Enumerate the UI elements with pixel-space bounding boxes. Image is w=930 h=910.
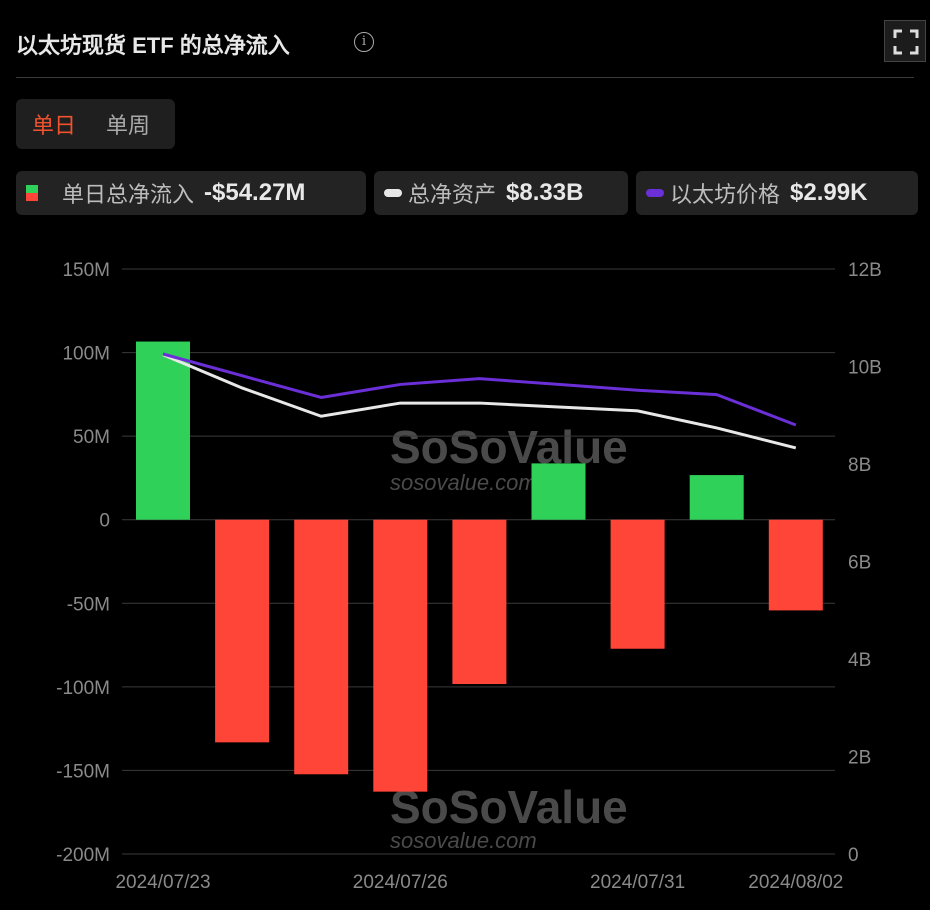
left-axis-tick: 100M [62,344,110,365]
right-axis-tick: 12B [848,260,882,281]
x-axis-tick: 2024/07/31 [590,872,685,893]
legend-net-assets[interactable]: 总净资产 $8.33B [374,171,628,215]
legend-value: $2.99K [790,179,868,206]
right-axis-tick: 4B [848,650,871,671]
period-toggle: 单日 单周 [16,99,175,149]
left-axis-tick: -50M [67,594,110,615]
x-axis-tick: 2024/07/26 [353,872,448,893]
watermark-url: sosovalue.com [390,828,537,853]
left-axis-tick: -150M [56,761,110,782]
bar-2024/07/23 [136,341,190,520]
bar-2024/07/26 [373,519,428,792]
bar-2024/07/25 [294,519,349,775]
watermark-brand: SoSoValue [390,421,628,473]
net-assets-line [162,353,797,450]
legend-value: -$54.27M [204,179,306,206]
legend-label: 总净资产 [408,182,497,207]
x-axis-tick: 2024/08/02 [748,872,843,893]
bar-2024/07/24 [215,519,270,743]
bar-2024/07/31 [610,519,665,649]
bar-2024/08/02 [768,519,823,611]
bar-2024/08/01 [689,475,744,520]
left-axis-tick: -200M [56,845,110,866]
divider [16,77,914,78]
eth-price-line [162,352,797,427]
page-title: 以太坊现货 ETF 的总净流入 [16,33,290,58]
tab-weekly[interactable]: 单周 [106,113,151,138]
white-line-swatch-icon [384,189,402,197]
x-axis-tick: 2024/07/23 [115,872,210,893]
legend-label: 以太坊价格 [670,182,781,207]
bar-2024/07/29 [452,519,507,685]
right-axis-tick: 6B [848,553,871,574]
left-axis-tick: 0 [99,511,110,532]
fullscreen-button[interactable] [884,20,926,62]
purple-line-swatch-icon [646,189,664,197]
legend-label: 单日总净流入 [62,182,195,207]
right-axis-tick: 8B [848,455,871,476]
legend-daily-net-inflow[interactable]: 单日总净流入 -$54.27M [16,171,366,215]
left-axis-tick: 50M [73,427,110,448]
bar-2024/07/30 [531,463,586,520]
tab-daily[interactable]: 单日 [32,113,77,138]
right-axis-tick: 2B [848,748,871,769]
watermark-url: sosovalue.com [390,470,537,495]
info-icon[interactable]: i [354,32,374,52]
left-axis-tick: 150M [62,260,110,281]
left-axis-tick: -100M [56,678,110,699]
legend-value: $8.33B [506,179,584,206]
green-red-swatch-icon [26,185,38,201]
right-axis-tick: 0 [848,845,859,866]
watermark-brand: SoSoValue [390,781,628,833]
fullscreen-icon [893,29,919,55]
legend-eth-price[interactable]: 以太坊价格 $2.99K [636,171,918,215]
right-axis-tick: 10B [848,358,882,379]
